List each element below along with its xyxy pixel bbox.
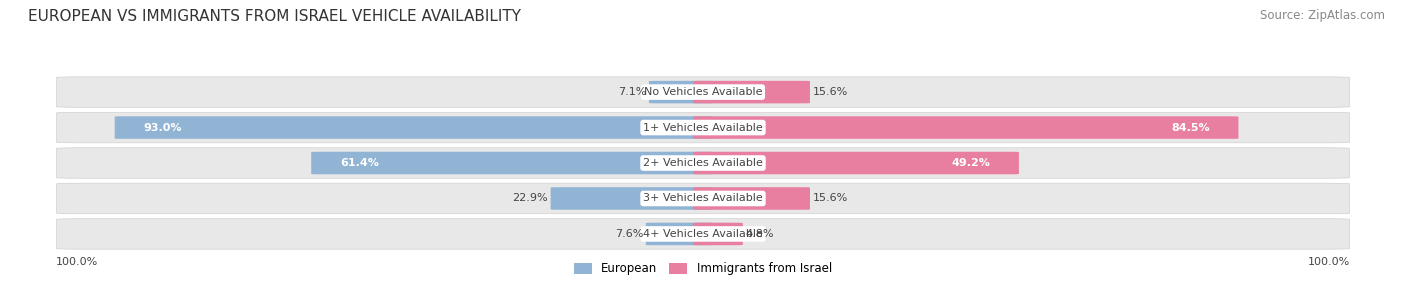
Text: 22.9%: 22.9% bbox=[513, 194, 548, 203]
Text: 93.0%: 93.0% bbox=[143, 123, 181, 132]
Text: No Vehicles Available: No Vehicles Available bbox=[644, 87, 762, 97]
FancyBboxPatch shape bbox=[693, 187, 810, 210]
Legend: European, Immigrants from Israel: European, Immigrants from Israel bbox=[569, 258, 837, 280]
FancyBboxPatch shape bbox=[693, 81, 810, 103]
Text: 100.0%: 100.0% bbox=[56, 257, 98, 267]
FancyBboxPatch shape bbox=[551, 187, 713, 210]
FancyBboxPatch shape bbox=[693, 116, 1239, 139]
FancyBboxPatch shape bbox=[56, 112, 1350, 143]
Text: 1+ Vehicles Available: 1+ Vehicles Available bbox=[643, 123, 763, 132]
FancyBboxPatch shape bbox=[56, 148, 1350, 178]
Text: EUROPEAN VS IMMIGRANTS FROM ISRAEL VEHICLE AVAILABILITY: EUROPEAN VS IMMIGRANTS FROM ISRAEL VEHIC… bbox=[28, 9, 522, 23]
Text: 7.6%: 7.6% bbox=[614, 229, 644, 239]
FancyBboxPatch shape bbox=[650, 81, 713, 103]
Text: 7.1%: 7.1% bbox=[619, 87, 647, 97]
Text: 49.2%: 49.2% bbox=[952, 158, 990, 168]
Text: 15.6%: 15.6% bbox=[813, 194, 848, 203]
FancyBboxPatch shape bbox=[693, 223, 742, 245]
FancyBboxPatch shape bbox=[56, 219, 1350, 249]
FancyBboxPatch shape bbox=[311, 152, 713, 174]
Text: 2+ Vehicles Available: 2+ Vehicles Available bbox=[643, 158, 763, 168]
FancyBboxPatch shape bbox=[115, 116, 713, 139]
Text: 61.4%: 61.4% bbox=[340, 158, 378, 168]
Text: 4.8%: 4.8% bbox=[745, 229, 773, 239]
Text: 100.0%: 100.0% bbox=[1308, 257, 1350, 267]
FancyBboxPatch shape bbox=[693, 152, 1019, 174]
Text: 15.6%: 15.6% bbox=[813, 87, 848, 97]
FancyBboxPatch shape bbox=[645, 223, 713, 245]
Text: 4+ Vehicles Available: 4+ Vehicles Available bbox=[643, 229, 763, 239]
Text: Source: ZipAtlas.com: Source: ZipAtlas.com bbox=[1260, 9, 1385, 21]
FancyBboxPatch shape bbox=[56, 183, 1350, 214]
Text: 3+ Vehicles Available: 3+ Vehicles Available bbox=[643, 194, 763, 203]
Text: 84.5%: 84.5% bbox=[1171, 123, 1209, 132]
FancyBboxPatch shape bbox=[56, 77, 1350, 107]
